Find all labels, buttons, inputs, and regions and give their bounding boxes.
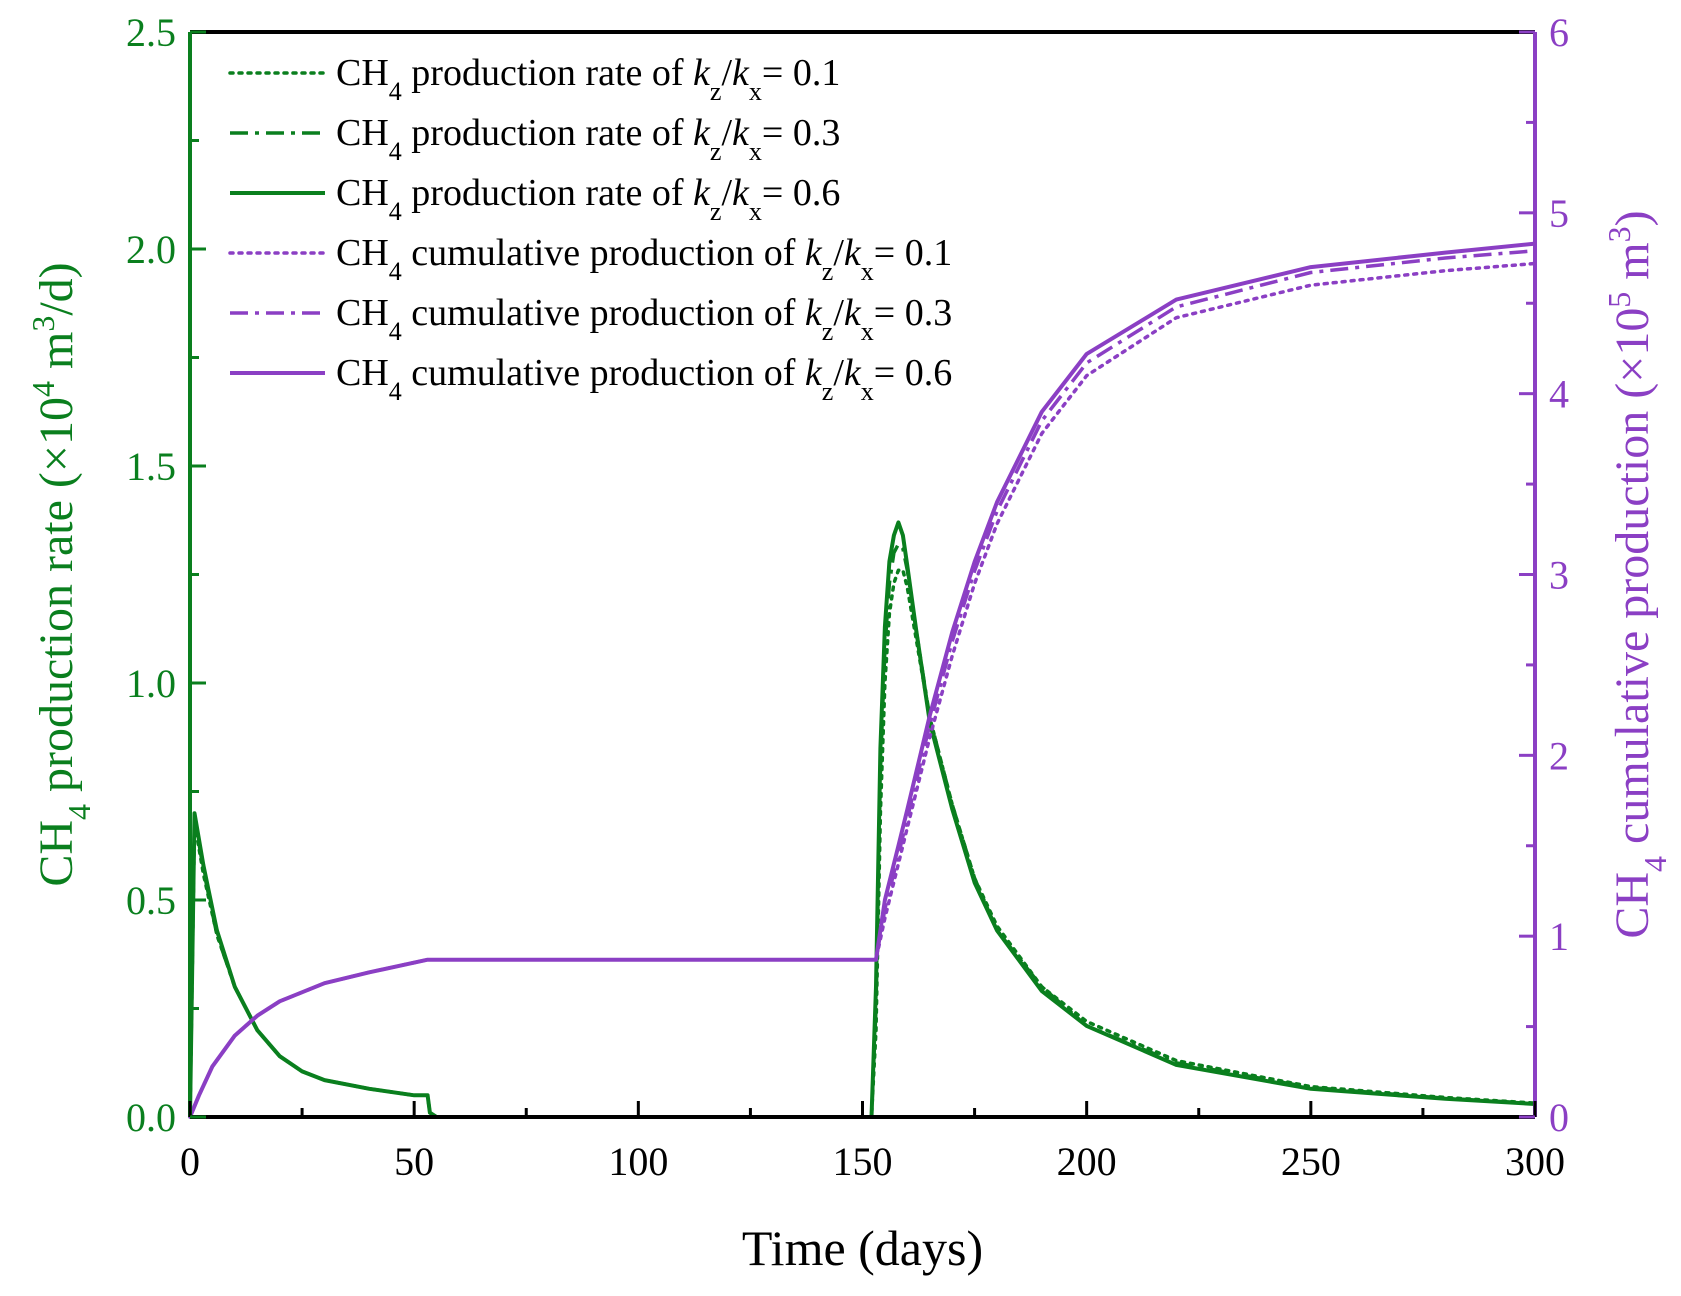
legend-label-2: CH4 production rate of kz/kx= 0.3 [336, 112, 840, 166]
x-tick-label: 300 [1505, 1139, 1565, 1184]
series-line-2 [188, 542, 1536, 1119]
x-axis-label: Time (days) [742, 1220, 983, 1276]
right-y-tick-label: 2 [1549, 733, 1569, 778]
left-y-tick-label: 2.5 [126, 10, 176, 55]
right-y-tick-label: 5 [1549, 191, 1569, 236]
right-y-tick-label: 0 [1549, 1095, 1569, 1140]
x-tick-label: 250 [1281, 1139, 1341, 1184]
legend-label-3: CH4 production rate of kz/kx= 0.6 [336, 172, 840, 226]
x-tick-label: 200 [1057, 1139, 1117, 1184]
legend-label-6: CH4 cumulative production of kz/kx= 0.6 [336, 352, 952, 406]
right-y-tick-label: 6 [1549, 10, 1569, 55]
right-y-tick-label: 4 [1549, 372, 1569, 417]
legend-label-4: CH4 cumulative production of kz/kx= 0.1 [336, 232, 952, 286]
series-line-3 [188, 520, 1536, 1119]
left-y-tick-label: 0.0 [126, 1095, 176, 1140]
left-y-tick-label: 2.0 [126, 227, 176, 272]
legend-label-1: CH4 production rate of kz/kx= 0.1 [336, 52, 840, 106]
axes-layer: 0 50 100 150 200 250 300 0.0 0.5 1.0 1.5 2.0 2.5 0 1 2 3… [25, 10, 1673, 1276]
x-tick-label: 100 [608, 1139, 668, 1184]
x-tick-label: 0 [180, 1139, 200, 1184]
right-y-tick-label: 3 [1549, 553, 1569, 598]
series-layer [188, 241, 1537, 1119]
left-y-tick-label: 1.0 [126, 661, 176, 706]
x-tick-label: 150 [833, 1139, 893, 1184]
left-y-tick-label: 0.5 [126, 878, 176, 923]
left-y-axis-label: CH4 production rate (×104 m3/d) [25, 262, 97, 886]
legend-label-5: CH4 cumulative production of kz/kx= 0.3 [336, 292, 952, 346]
legend: CH4 production rate of kz/kx= 0.1 CH4 pro… [228, 52, 952, 406]
series-line-1 [188, 568, 1537, 1119]
right-y-tick-label: 1 [1549, 914, 1569, 959]
right-y-axis-label: CH4 cumulative production (×105 m3) [1601, 210, 1673, 938]
series-line-6 [188, 241, 1536, 1118]
x-tick-label: 50 [394, 1139, 434, 1184]
left-y-tick-label: 1.5 [126, 444, 176, 489]
